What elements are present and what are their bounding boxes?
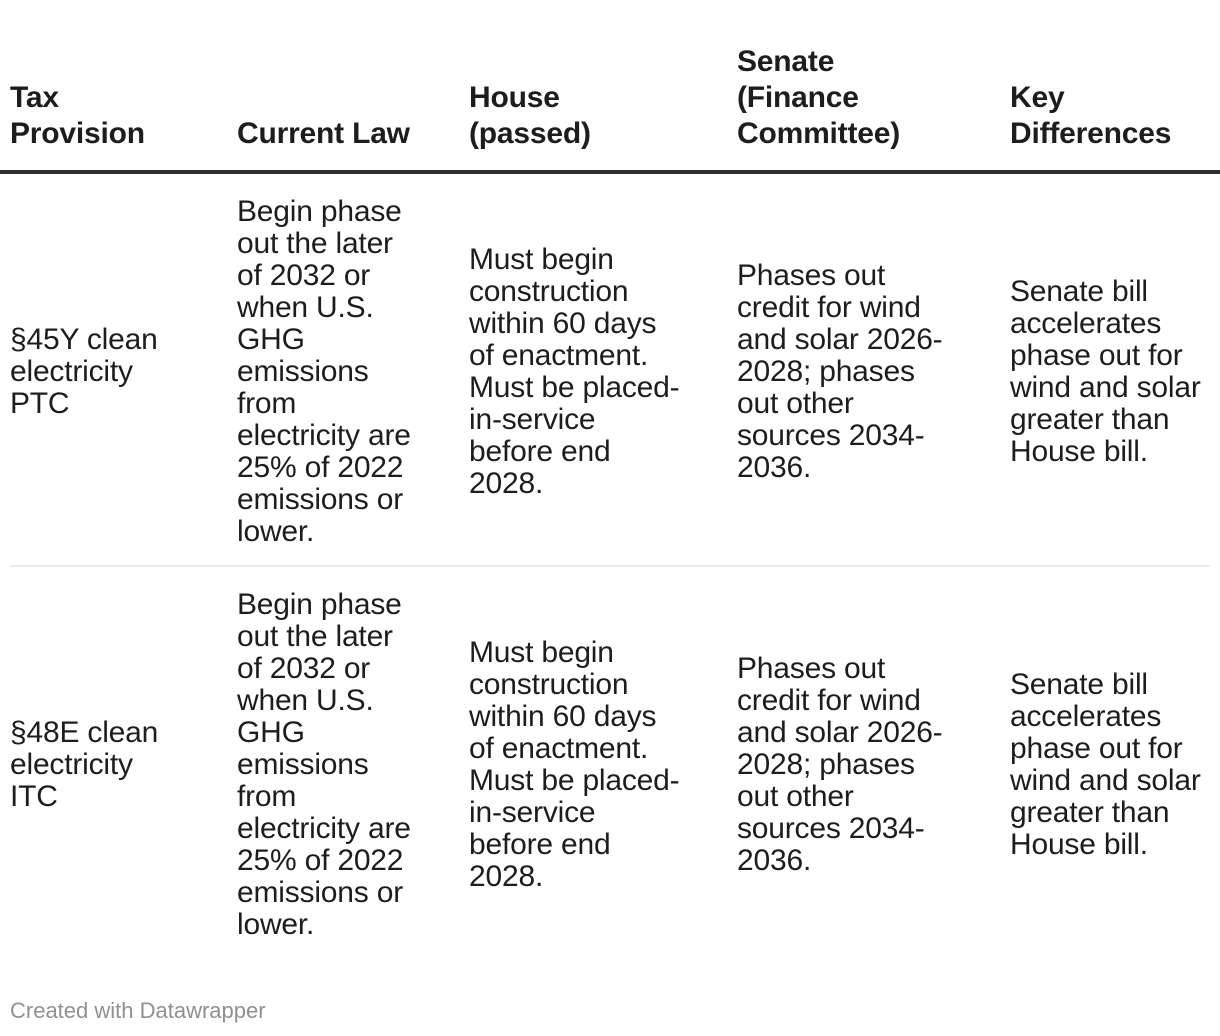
header-cell-key-differences: Key Differences: [1010, 81, 1172, 150]
cell-current-law-45y: Begin phase out the later of 2032 or whe…: [237, 195, 411, 548]
cell-house-45y: Must begin construction within 60 days o…: [469, 243, 680, 500]
cell-house-48e: Must begin construction within 60 days o…: [469, 636, 680, 893]
header-cell-tax-provision: Tax Provision: [10, 81, 145, 150]
footer: Created with Datawrapper: [10, 998, 1210, 1024]
cell-current-law-48e: Begin phase out the later of 2032 or whe…: [237, 588, 411, 941]
cell-provision-45y: §45Y clean electricity PTC: [10, 323, 158, 420]
table-header-row: Tax Provision Current Law House (passed)…: [10, 0, 1210, 170]
cell-senate-48e: Phases out credit for wind and solar 202…: [737, 652, 943, 877]
cell-senate-45y: Phases out credit for wind and solar 202…: [737, 259, 943, 484]
cell-key-differences-45y: Senate bill accelerates phase out for wi…: [1010, 275, 1201, 468]
header-cell-current-law: Current Law: [237, 117, 410, 150]
header-cell-senate-finance-committee: Senate (Finance Committee): [737, 45, 901, 150]
datawrapper-credit-link[interactable]: Created with Datawrapper: [10, 998, 266, 1023]
table-row-48e-itc: §48E clean electricity ITC Begin phase o…: [10, 565, 1210, 958]
header-cell-house-passed: House (passed): [469, 81, 591, 150]
cell-provision-48e: §48E clean electricity ITC: [10, 716, 159, 813]
table-row-45y-ptc: §45Y clean electricity PTC Begin phase o…: [10, 174, 1210, 565]
cell-key-differences-48e: Senate bill accelerates phase out for wi…: [1010, 668, 1201, 861]
header-rule-divider: [0, 170, 1220, 174]
